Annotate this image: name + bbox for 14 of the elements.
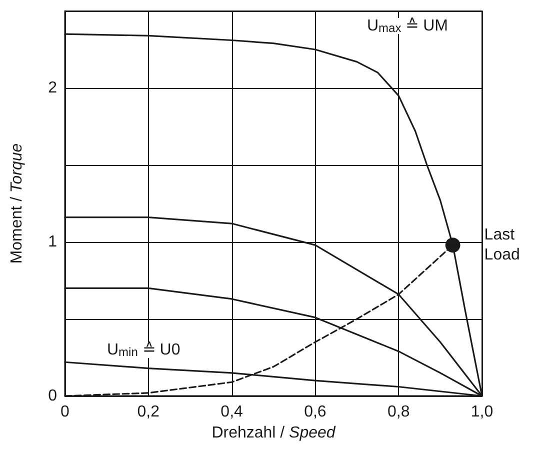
y-tick-label: 1 xyxy=(48,234,58,250)
annotation: Umin ≙ U0 xyxy=(107,342,180,359)
x-tick-label: 0 xyxy=(60,404,70,420)
y-tick-label: 2 xyxy=(48,80,58,96)
series-label: Last Load xyxy=(484,226,520,264)
annotation: Umax ≙ UM xyxy=(367,18,448,35)
x-tick-label: 0,8 xyxy=(387,404,410,420)
x-tick-label: 0,2 xyxy=(137,404,160,420)
x-tick-label: 1,0 xyxy=(470,404,494,420)
y-axis-title: Moment / Torque xyxy=(8,143,26,264)
y-tick-label: 0 xyxy=(48,388,58,404)
x-axis-title: Drehzahl / Speed xyxy=(212,424,336,442)
x-tick-label: 0,6 xyxy=(304,404,326,420)
x-tick-label: 0,4 xyxy=(220,404,244,420)
